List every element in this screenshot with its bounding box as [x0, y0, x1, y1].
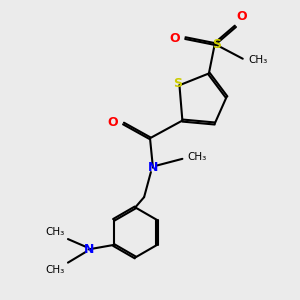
Text: CH₃: CH₃: [46, 227, 65, 237]
Text: O: O: [169, 32, 180, 45]
Text: O: O: [237, 10, 247, 23]
Text: O: O: [108, 116, 118, 128]
Text: N: N: [148, 161, 158, 174]
Text: CH₃: CH₃: [248, 55, 267, 65]
Text: S: S: [212, 38, 221, 50]
Text: CH₃: CH₃: [188, 152, 207, 162]
Text: N: N: [83, 243, 94, 256]
Text: S: S: [173, 77, 182, 90]
Text: CH₃: CH₃: [46, 265, 65, 275]
